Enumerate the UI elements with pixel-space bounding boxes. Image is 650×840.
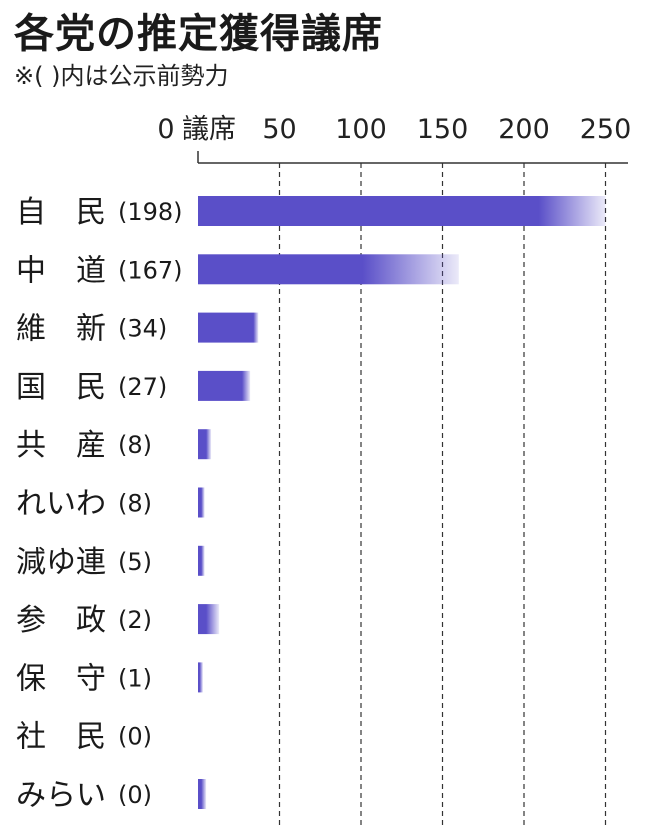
previous-seats: (167)	[118, 256, 183, 284]
bar	[198, 487, 205, 518]
previous-seats: (27)	[118, 373, 167, 401]
bar	[198, 429, 212, 460]
previous-seats: (8)	[118, 490, 152, 518]
tick-label-0: 0	[157, 114, 174, 145]
party-label: みらい	[16, 778, 106, 813]
previous-seats: (0)	[118, 723, 152, 751]
bar	[198, 312, 259, 343]
party-label: れいわ	[16, 487, 106, 522]
bar	[198, 254, 459, 285]
chart-title: 各党の推定獲得議席	[14, 11, 383, 57]
previous-seats: (34)	[118, 315, 167, 343]
party-label: 減ゆ連	[16, 545, 106, 580]
party-label: 自 民	[16, 195, 106, 230]
bar	[198, 370, 251, 401]
tick-label-150: 150	[417, 114, 469, 145]
bar	[198, 604, 220, 635]
x-unit-label: 議席	[182, 114, 236, 145]
party-label: 中 道	[16, 253, 106, 288]
previous-seats: (198)	[118, 198, 183, 226]
previous-seats: (5)	[118, 548, 152, 576]
party-label: 社 民	[16, 720, 106, 755]
party-label: 共 産	[16, 428, 106, 463]
bar	[198, 779, 207, 809]
party-label: 維 新	[16, 312, 106, 347]
tick-label-50: 50	[262, 114, 296, 145]
previous-seats: (0)	[118, 781, 152, 809]
party-label: 保 守	[16, 661, 106, 696]
tick-label-200: 200	[498, 114, 550, 145]
previous-seats: (8)	[118, 431, 152, 459]
bar	[198, 545, 205, 576]
party-label: 参 政	[16, 603, 106, 638]
previous-seats: (2)	[118, 606, 152, 634]
tick-label-250: 250	[580, 114, 632, 145]
party-label: 国 民	[16, 370, 106, 405]
bar	[198, 196, 606, 226]
tick-label-100: 100	[335, 114, 387, 145]
bar	[198, 662, 203, 693]
chart-subtitle: ※( )内は公示前勢力	[14, 62, 229, 90]
previous-seats: (1)	[118, 664, 152, 692]
